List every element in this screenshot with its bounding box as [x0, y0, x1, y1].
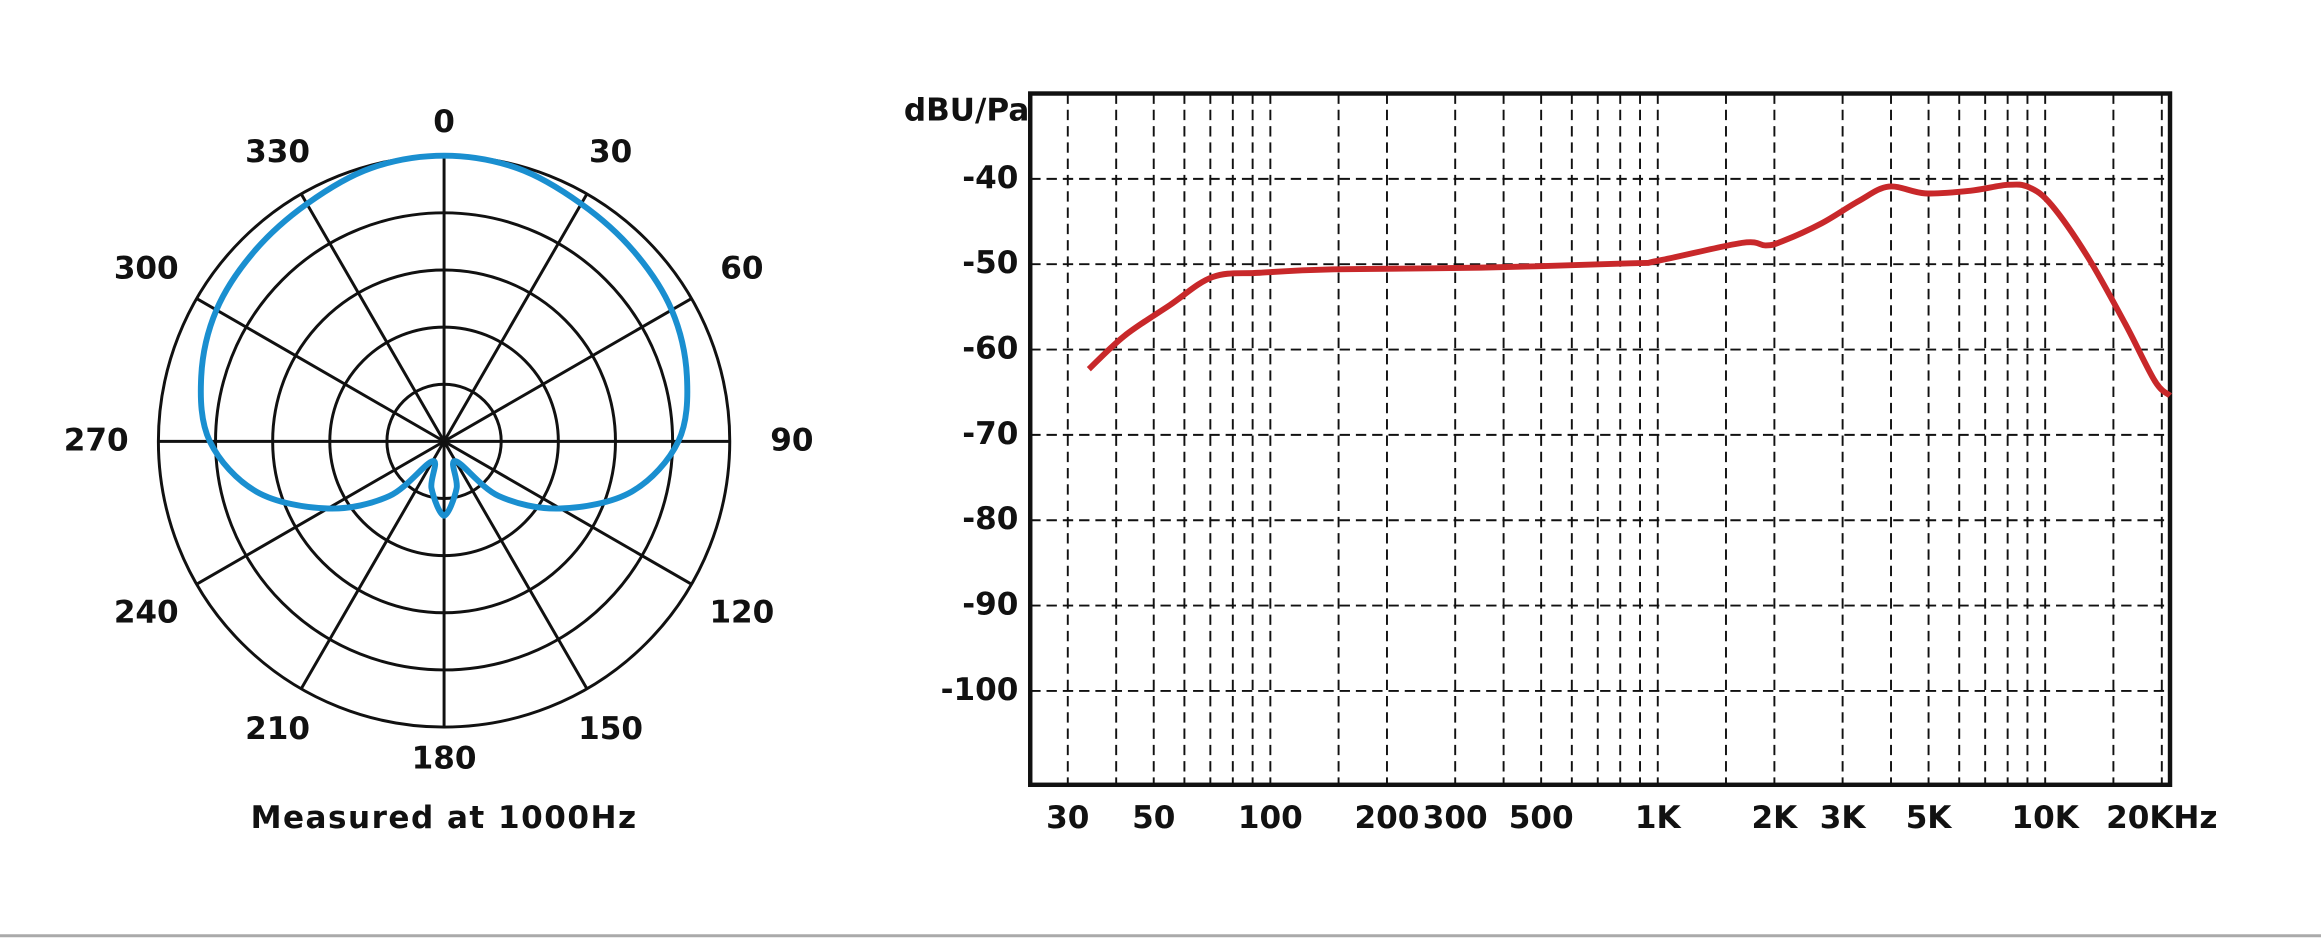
angle-label: 210	[245, 711, 310, 747]
y-tick-label: -50	[962, 245, 1018, 281]
angle-label: 60	[720, 250, 763, 286]
angle-label: 150	[578, 711, 643, 747]
spoke	[299, 193, 446, 443]
x-tick-label: 20KHz	[2106, 800, 2217, 836]
y-tick-label: -80	[962, 501, 1018, 537]
angle-label: 330	[245, 134, 310, 170]
caption: Measured at 1000Hz	[251, 800, 638, 836]
spoke	[195, 440, 445, 586]
y-tick-label: -40	[962, 160, 1018, 196]
angle-label: 30	[589, 134, 632, 170]
x-tick-label: 5K	[1906, 800, 1954, 836]
response-curve	[1086, 181, 2173, 398]
x-tick-label: 10K	[2012, 800, 2081, 836]
spoke	[443, 297, 693, 443]
y-tick-label: -60	[962, 331, 1018, 367]
y-tick-label: -90	[962, 587, 1018, 623]
angle-label: 270	[64, 422, 129, 458]
spoke	[195, 297, 445, 443]
x-tick-label: 2K	[1752, 800, 1800, 836]
x-tick-label: 500	[1509, 800, 1574, 836]
y-axis-label: dBU/Pa	[904, 92, 1029, 128]
angle-label: 0	[433, 104, 455, 140]
x-tick-label: 200	[1355, 800, 1420, 836]
angle-label: 300	[114, 250, 179, 286]
angle-label: 240	[114, 594, 179, 630]
x-tick-label: 100	[1238, 800, 1303, 836]
angle-label: 120	[709, 594, 774, 630]
y-tick-label: -100	[941, 672, 1019, 708]
y-tick-label: -70	[962, 416, 1018, 452]
polar-curve	[197, 152, 691, 519]
spoke	[442, 193, 589, 443]
x-tick-label: 1K	[1635, 800, 1683, 836]
x-tick-label: 50	[1132, 800, 1175, 836]
x-tick-label: 30	[1046, 800, 1089, 836]
angle-label: 180	[412, 741, 477, 777]
spoke	[442, 440, 589, 690]
spoke	[299, 440, 446, 690]
x-tick-label: 3K	[1820, 800, 1868, 836]
plot-frame	[1028, 91, 2173, 788]
angle-label: 90	[770, 422, 813, 458]
spoke	[443, 440, 693, 586]
x-tick-label: 300	[1423, 800, 1488, 836]
